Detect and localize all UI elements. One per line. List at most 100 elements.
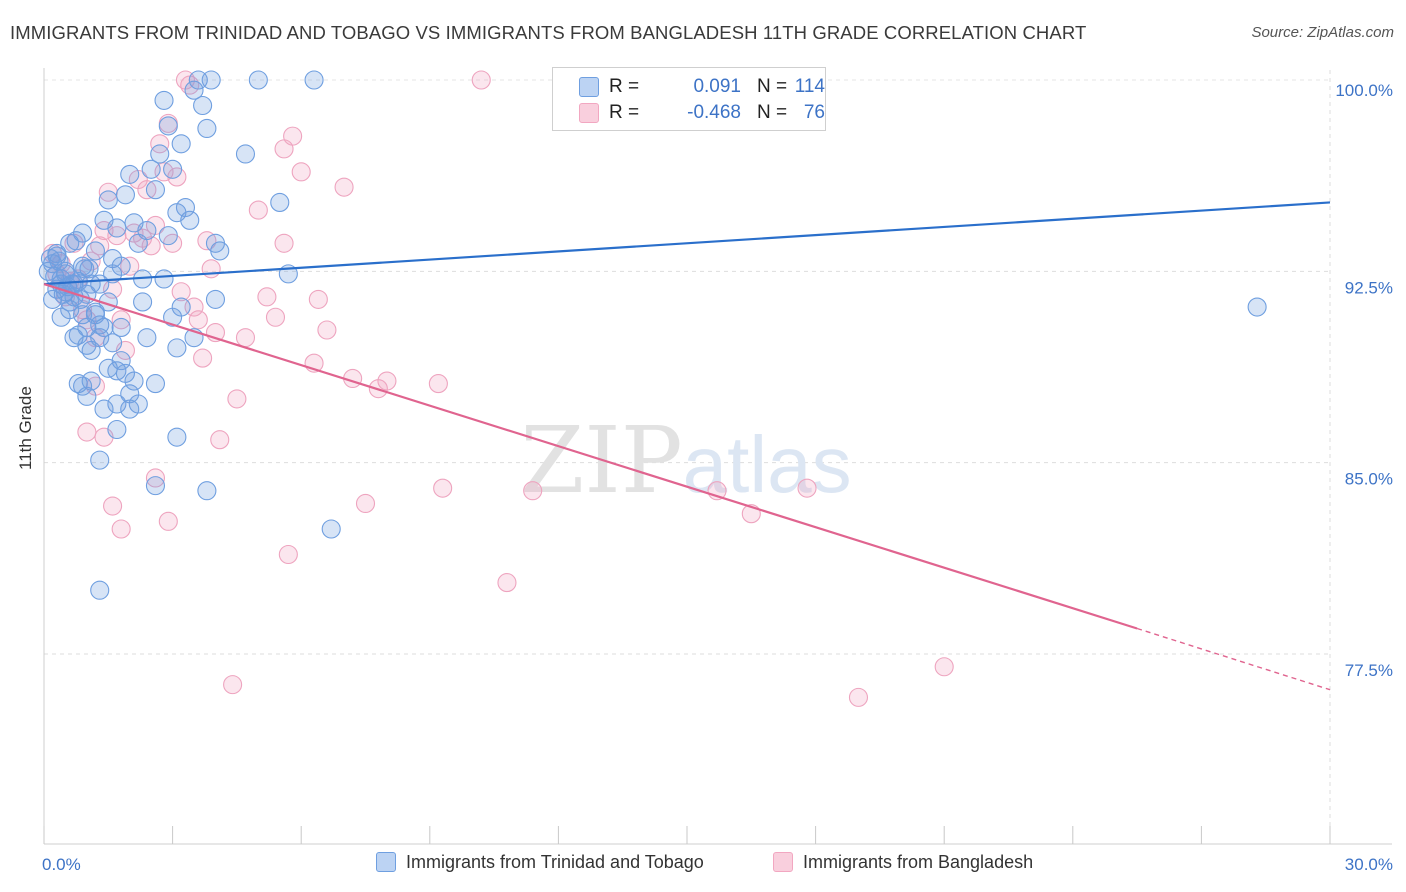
legend-item-trinidad[interactable]: Immigrants from Trinidad and Tobago: [376, 852, 704, 873]
data-point-trinidad: [107, 419, 127, 440]
data-point-bangladesh: [210, 430, 230, 450]
chart-title: IMMIGRANTS FROM TRINIDAD AND TOBAGO VS I…: [10, 22, 1087, 43]
data-point-trinidad: [150, 144, 170, 164]
data-point-trinidad: [145, 476, 166, 496]
data-point-trinidad: [1247, 297, 1267, 317]
data-point-bangladesh: [111, 519, 131, 539]
data-point-trinidad: [120, 164, 140, 184]
data-point-trinidad: [201, 70, 221, 90]
data-point-trinidad: [66, 231, 86, 251]
data-point-trinidad: [175, 198, 196, 218]
data-point-bangladesh: [497, 573, 517, 593]
data-point-trinidad: [55, 261, 75, 281]
data-point-bangladesh: [274, 233, 294, 253]
data-point-bangladesh: [848, 687, 869, 707]
legend-n-label: N =: [757, 76, 788, 97]
legend-swatch-pink: [579, 103, 599, 123]
data-point-trinidad: [197, 481, 217, 501]
data-point-bangladesh: [377, 371, 397, 391]
y-tick-label: 77.5%: [1345, 661, 1393, 680]
data-point-bangladesh: [201, 259, 221, 279]
trend-line-bangladesh-extension: [1136, 627, 1331, 691]
data-point-trinidad: [184, 80, 204, 100]
data-point-trinidad: [51, 307, 71, 327]
data-point-trinidad: [98, 190, 118, 210]
legend-r-label: R =: [609, 76, 640, 97]
data-point-trinidad: [197, 118, 217, 139]
data-point-trinidad: [158, 226, 178, 246]
data-point-trinidad: [171, 134, 191, 154]
data-point-trinidad: [210, 241, 230, 261]
data-point-trinidad: [145, 180, 166, 200]
legend-swatch-pink: [773, 852, 793, 872]
data-point-trinidad: [120, 399, 140, 419]
data-point-bangladesh: [265, 307, 286, 327]
data-point-trinidad: [124, 371, 144, 391]
data-point-trinidad: [111, 317, 131, 338]
x-tick-label: 0.0%: [42, 855, 81, 874]
legend-n-value: 114: [794, 76, 825, 97]
data-point-bangladesh: [150, 134, 170, 154]
y-tick-label: 85.0%: [1345, 470, 1393, 489]
data-point-trinidad: [137, 328, 157, 348]
legend-n-value: 76: [803, 102, 825, 123]
correlation-legend: R = 0.091 N = 114 R = -0.468 N = 76: [552, 67, 826, 131]
legend-label: Immigrants from Trinidad and Tobago: [406, 852, 704, 872]
data-point-trinidad: [47, 246, 67, 266]
trend-lines: [43, 201, 1331, 691]
x-tick-label: 30.0%: [1345, 855, 1393, 874]
data-point-trinidad: [163, 159, 183, 179]
legend-swatch-blue: [376, 852, 396, 872]
data-point-bangladesh: [145, 468, 166, 488]
data-point-trinidad: [73, 223, 93, 243]
data-point-bangladesh: [428, 374, 448, 394]
data-point-bangladesh: [235, 328, 256, 348]
data-point-bangladesh: [523, 481, 543, 501]
data-point-bangladesh: [308, 289, 328, 309]
data-point-bangladesh: [257, 287, 277, 307]
data-point-trinidad: [77, 335, 97, 355]
data-point-trinidad: [167, 427, 187, 447]
y-tick-label: 92.5%: [1345, 278, 1393, 297]
data-point-trinidad: [73, 305, 93, 325]
watermark: ZIPatlas: [520, 407, 851, 514]
data-point-bangladesh: [188, 310, 208, 330]
y-axis-label: 11th Grade: [16, 386, 35, 470]
data-point-trinidad: [154, 269, 174, 289]
data-point-trinidad: [193, 95, 213, 116]
y-tick-label: 100.0%: [1335, 81, 1393, 100]
data-point-trinidad: [158, 116, 178, 136]
data-point-trinidad: [81, 274, 101, 294]
data-point-bangladesh: [77, 422, 97, 442]
data-point-trinidad: [98, 358, 118, 378]
data-point-trinidad: [137, 220, 157, 241]
legend-item-bangladesh[interactable]: Immigrants from Bangladesh: [773, 852, 1033, 873]
data-point-trinidad: [270, 192, 290, 213]
trend-line-trinidad: [43, 201, 1331, 286]
data-point-bangladesh: [934, 657, 954, 677]
data-point-bangladesh: [227, 389, 247, 409]
data-point-bangladesh: [317, 320, 337, 340]
data-point-trinidad: [90, 315, 110, 335]
data-point-trinidad: [81, 371, 101, 391]
data-point-trinidad: [115, 185, 135, 205]
data-point-trinidad: [90, 580, 110, 600]
tick-labels: 77.5% 85.0% 92.5% 100.0% 0.0% 30.0%: [42, 81, 1393, 874]
legend-r-label: R =: [609, 102, 640, 123]
data-point-trinidad: [171, 297, 191, 317]
data-point-bangladesh: [248, 200, 268, 220]
data-point-trinidad: [205, 289, 226, 309]
series-trinidad-points: [38, 70, 1267, 600]
data-point-bangladesh: [283, 126, 303, 146]
axes: [43, 68, 1392, 845]
data-point-trinidad: [304, 70, 324, 90]
data-point-trinidad: [103, 333, 123, 353]
data-point-trinidad: [235, 144, 256, 164]
source-label: Source: ZipAtlas.com: [1251, 24, 1394, 41]
data-point-bangladesh: [171, 282, 191, 302]
data-point-trinidad: [77, 386, 97, 406]
data-point-trinidad: [167, 338, 187, 358]
legend-label: Immigrants from Bangladesh: [803, 852, 1034, 872]
data-point-trinidad: [145, 374, 166, 394]
